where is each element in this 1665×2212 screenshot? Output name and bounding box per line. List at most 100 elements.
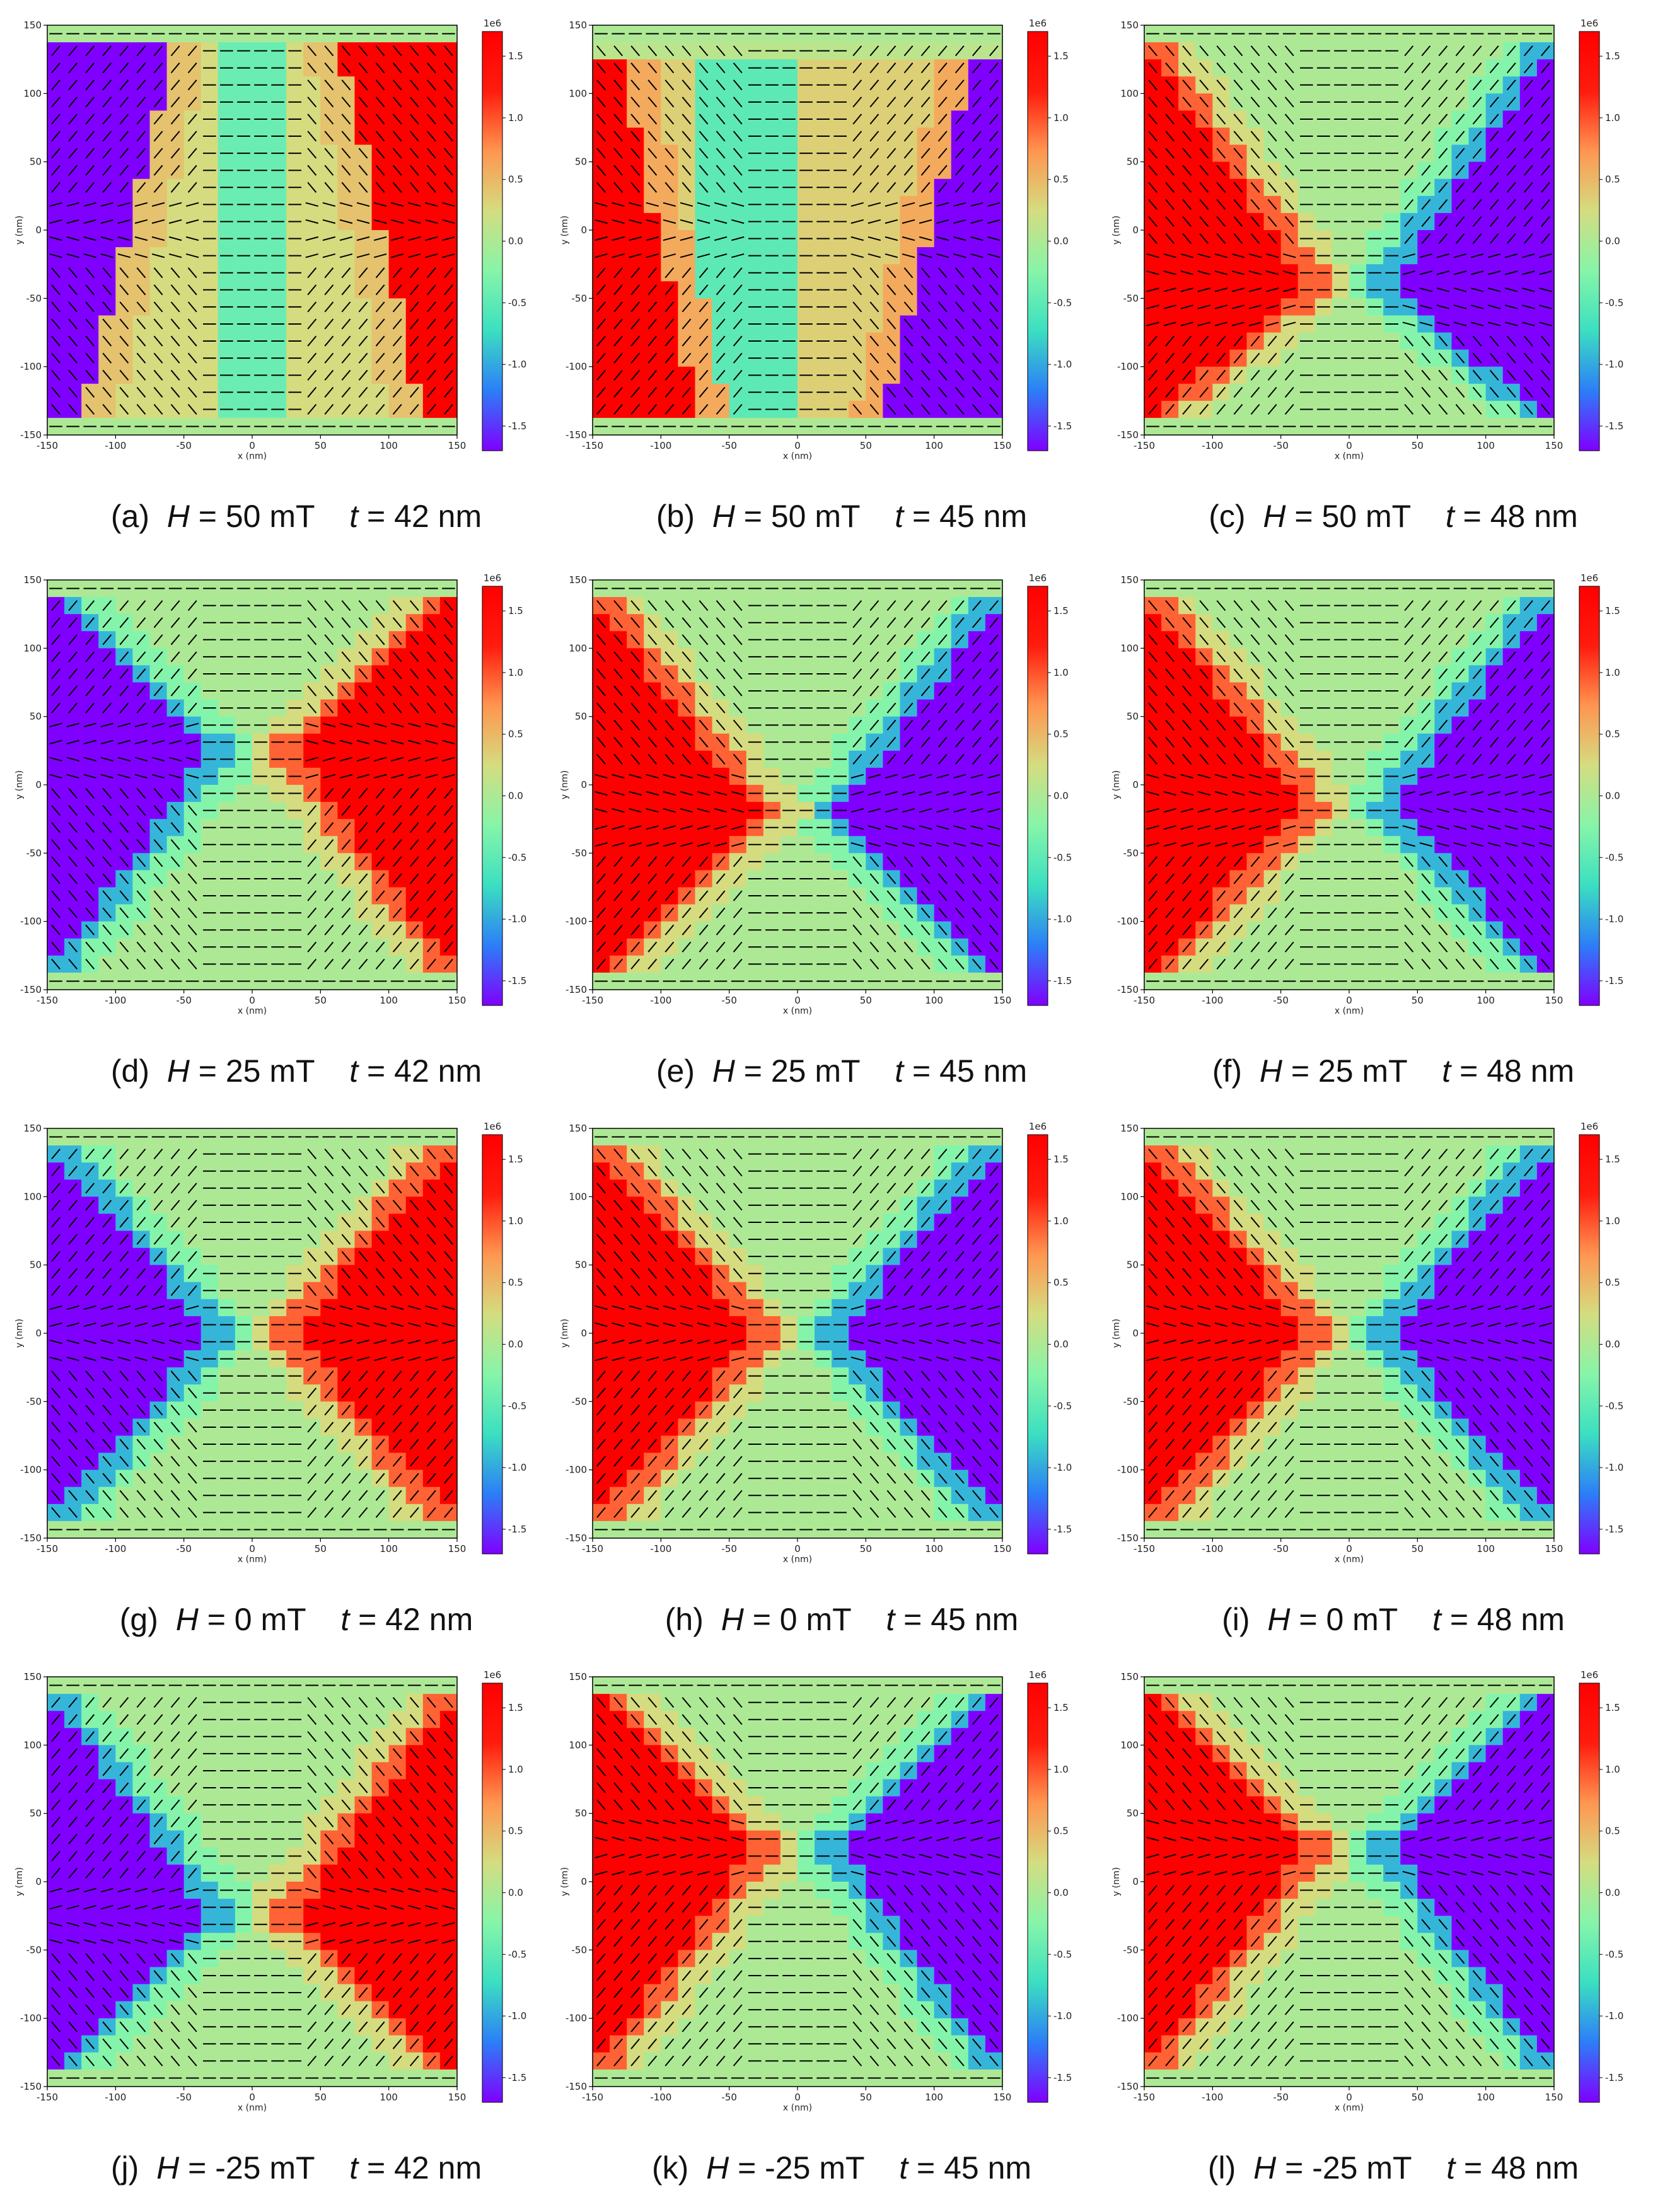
thickness-value: 42 nm	[394, 499, 482, 534]
y-axis-label: y (nm)	[15, 216, 25, 245]
y-axis-label: y (nm)	[560, 216, 570, 245]
colorbar-tick-label: 1.0	[508, 112, 523, 124]
thickness-value: 42 nm	[394, 1053, 482, 1089]
y-tick-label: 100	[23, 88, 42, 99]
colorbar-tick-label: 0.0	[1605, 236, 1620, 247]
colorbar-tick-label: -0.5	[1053, 297, 1072, 308]
colorbar-multiplier: 1e6	[484, 572, 501, 584]
x-tick-label: -150	[582, 440, 603, 451]
x-tick-label: -150	[1134, 440, 1155, 451]
colorbar-tick-label: 1.5	[508, 605, 523, 617]
y-tick-label: 150	[23, 20, 42, 31]
colorbar-tick-label: 0.5	[1053, 174, 1069, 185]
x-tick-label: -100	[105, 440, 126, 451]
colorbar-tick-label: 1.0	[1605, 112, 1620, 124]
x-axis-label: x (nm)	[238, 1006, 267, 1016]
x-tick-label: 50	[860, 440, 872, 451]
x-tick-label: 100	[925, 440, 943, 451]
x-tick-label: -50	[176, 440, 192, 451]
colorbar-tick-label: 0.0	[1053, 236, 1069, 247]
colorbar-tick-label: 1.0	[508, 667, 523, 678]
field-symbol: H	[167, 1053, 190, 1089]
y-tick-label: 150	[1120, 20, 1139, 31]
colorbar-tick-label: 1.5	[1605, 50, 1620, 62]
panel-caption: (c) H = 50 mT t = 48 nm	[1116, 498, 1665, 535]
x-tick-label: -50	[176, 995, 192, 1006]
colorbar	[482, 32, 502, 451]
colorbar-tick-label: -0.5	[508, 852, 526, 863]
colorbar-multiplier: 1e6	[1029, 18, 1047, 29]
panel-caption: (d) H = 25 mT t = 42 nm	[19, 1053, 574, 1089]
y-tick-label: -100	[20, 916, 42, 927]
y-axis-label: y (nm)	[1111, 216, 1122, 245]
field-value: 50 mT	[1321, 499, 1410, 534]
x-tick-label: -150	[37, 440, 58, 451]
x-tick-label: -150	[37, 995, 58, 1006]
colorbar-tick-label: -0.5	[508, 297, 526, 308]
y-tick-label: -150	[1117, 429, 1139, 441]
y-tick-label: -150	[566, 429, 587, 441]
y-tick-label: -50	[1123, 292, 1139, 304]
x-tick-label: 100	[380, 995, 398, 1006]
thickness-value: 45 nm	[939, 499, 1027, 534]
x-axis-label: x (nm)	[783, 451, 812, 461]
x-tick-label: 150	[448, 995, 467, 1006]
y-tick-label: 150	[569, 20, 587, 31]
x-tick-label: -50	[1273, 440, 1289, 451]
x-tick-label: 50	[315, 440, 327, 451]
thickness-symbol: t	[1446, 499, 1454, 534]
colorbar-tick-label: -1.0	[1053, 359, 1072, 370]
x-tick-label: 150	[448, 440, 467, 451]
colorbar-tick-label: -1.0	[1605, 359, 1623, 370]
colorbar-tick-label: 0.5	[1605, 174, 1620, 185]
y-tick-label: -50	[26, 292, 42, 304]
colorbar-tick-label: -1.0	[508, 913, 526, 925]
x-tick-label: 50	[315, 995, 327, 1006]
colorbar	[1028, 32, 1048, 451]
panel-label: (a)	[111, 499, 149, 534]
x-axis-label: x (nm)	[1335, 451, 1364, 461]
thickness-symbol: t	[349, 1053, 358, 1089]
colorbar-tick-label: 0.5	[508, 174, 523, 185]
x-tick-label: -50	[721, 440, 737, 451]
colorbar-tick-label: -0.5	[1605, 297, 1623, 308]
colorbar-tick-label: 1.5	[508, 50, 523, 62]
x-tick-label: 150	[994, 440, 1012, 451]
panel-label: (d)	[111, 1053, 149, 1089]
y-tick-label: -50	[26, 847, 42, 859]
thickness-symbol: t	[895, 499, 903, 534]
colorbar-tick-label: -1.0	[508, 359, 526, 370]
y-tick-label: 50	[30, 711, 42, 722]
y-tick-label: -100	[566, 361, 587, 373]
heatmap-cells	[47, 25, 458, 436]
y-tick-label: 150	[23, 574, 42, 586]
y-tick-label: 0	[581, 224, 587, 236]
panel-caption: (b) H = 50 mT t = 45 nm	[564, 498, 1119, 535]
colorbar-tick-label: 1.0	[1053, 112, 1069, 124]
panel-label: (c)	[1209, 499, 1245, 534]
heatmap-cells	[47, 580, 458, 990]
x-tick-label: 150	[1545, 440, 1563, 451]
x-tick-label: 0	[1346, 440, 1352, 451]
y-tick-label: 50	[1127, 156, 1139, 168]
y-tick-label: 0	[35, 779, 42, 790]
y-tick-label: -100	[20, 361, 42, 373]
y-tick-label: 0	[35, 224, 42, 236]
colorbar-tick-label: 1.5	[1053, 50, 1069, 62]
y-tick-label: -100	[1117, 361, 1139, 373]
x-tick-label: 0	[794, 440, 801, 451]
colorbar-tick-label: -1.5	[1605, 420, 1623, 432]
y-tick-label: -150	[20, 429, 42, 441]
y-tick-label: 100	[1120, 88, 1139, 99]
y-tick-label: -150	[20, 984, 42, 995]
x-axis-label: x (nm)	[238, 451, 267, 461]
